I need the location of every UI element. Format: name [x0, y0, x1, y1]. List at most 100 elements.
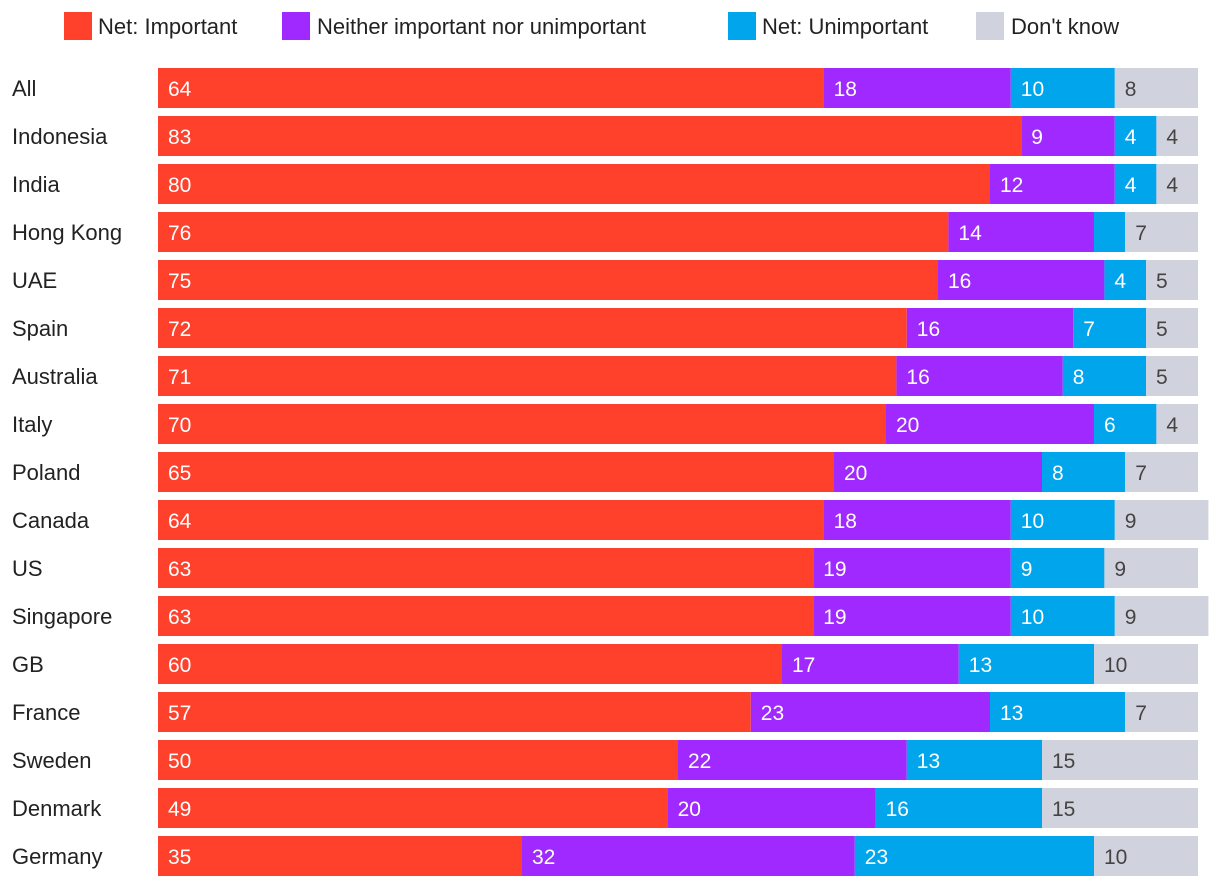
- bar-us-don-t-know: [1104, 548, 1198, 588]
- value-label-all-net-important: 64: [168, 78, 192, 101]
- value-label-germany-don-t-know: 10: [1104, 846, 1127, 869]
- value-label-gb-net-unimportant: 13: [969, 654, 992, 677]
- bar-us-net-important: [158, 548, 814, 588]
- value-label-indonesia-neither-important-nor-unimportant: 9: [1031, 126, 1043, 149]
- value-label-indonesia-net-unimportant: 4: [1125, 126, 1137, 149]
- bar-poland-neither-important-nor-unimportant: [834, 452, 1042, 492]
- bar-spain-net-important: [158, 308, 907, 348]
- value-label-us-net-unimportant: 9: [1021, 558, 1033, 581]
- value-label-france-don-t-know: 7: [1135, 702, 1147, 725]
- value-label-india-don-t-know: 4: [1166, 174, 1178, 197]
- value-label-australia-net-unimportant: 8: [1073, 366, 1085, 389]
- bar-india-neither-important-nor-unimportant: [990, 164, 1115, 204]
- value-label-singapore-neither-important-nor-unimportant: 19: [823, 606, 846, 629]
- legend-swatch-net-important: [64, 12, 92, 40]
- category-label-italy: Italy: [12, 412, 52, 437]
- value-label-all-don-t-know: 8: [1125, 78, 1137, 101]
- bar-spain-neither-important-nor-unimportant: [906, 308, 1074, 348]
- value-label-germany-net-unimportant: 23: [865, 846, 888, 869]
- category-labels: All Indonesia India Hong Kong UAE Spain Austra…: [12, 76, 122, 869]
- value-label-us-don-t-know: 9: [1114, 558, 1126, 581]
- bar-hong-kong-net-important: [158, 212, 949, 252]
- value-label-spain-net-important: 72: [168, 318, 191, 341]
- category-label-denmark: Denmark: [12, 796, 102, 821]
- bar-indonesia-net-unimportant: [1114, 116, 1157, 156]
- bar-australia-net-important: [158, 356, 897, 396]
- bar-germany-net-unimportant: [854, 836, 1094, 876]
- value-label-canada-neither-important-nor-unimportant: 18: [834, 510, 857, 533]
- bar-france-net-important: [158, 692, 751, 732]
- value-label-uae-net-important: 75: [168, 270, 191, 293]
- bar-poland-net-unimportant: [1042, 452, 1126, 492]
- category-label-hong-kong: Hong Kong: [12, 220, 122, 245]
- bar-sweden-don-t-know: [1042, 740, 1198, 780]
- category-label-us: US: [12, 556, 43, 581]
- bar-australia-net-unimportant: [1062, 356, 1146, 396]
- category-label-uae: UAE: [12, 268, 57, 293]
- bar-denmark-net-important: [158, 788, 668, 828]
- bars: 64 18 10 883 9 4 480 12 4 476 14 775 16 4 572 16 7 571 16 8…: [158, 68, 1209, 876]
- category-label-india: India: [12, 172, 60, 197]
- category-label-canada: Canada: [12, 508, 90, 533]
- legend-label-net-unimportant: Net: Unimportant: [762, 14, 928, 39]
- bar-italy-net-important: [158, 404, 886, 444]
- bar-indonesia-net-important: [158, 116, 1022, 156]
- value-label-uae-net-unimportant: 4: [1114, 270, 1126, 293]
- legend-swatch-don-t-know: [976, 12, 1004, 40]
- value-label-hong-kong-don-t-know: 7: [1135, 222, 1147, 245]
- bar-hong-kong-net-unimportant: [1094, 212, 1126, 252]
- value-label-uae-don-t-know: 5: [1156, 270, 1168, 293]
- bar-uae-don-t-know: [1146, 260, 1198, 300]
- category-label-france: France: [12, 700, 80, 725]
- value-label-denmark-neither-important-nor-unimportant: 20: [678, 798, 701, 821]
- value-label-poland-don-t-know: 7: [1135, 462, 1147, 485]
- bar-singapore-net-unimportant: [1010, 596, 1115, 636]
- value-label-germany-neither-important-nor-unimportant: 32: [532, 846, 555, 869]
- value-label-canada-don-t-know: 9: [1125, 510, 1137, 533]
- bar-sweden-net-unimportant: [906, 740, 1042, 780]
- bar-denmark-don-t-know: [1042, 788, 1198, 828]
- legend: Net: Important Neither important nor unim…: [64, 12, 1119, 40]
- value-label-spain-neither-important-nor-unimportant: 16: [917, 318, 940, 341]
- value-label-germany-net-important: 35: [168, 846, 191, 869]
- bar-singapore-net-important: [158, 596, 814, 636]
- value-label-india-net-unimportant: 4: [1125, 174, 1137, 197]
- bar-india-net-important: [158, 164, 990, 204]
- bar-hong-kong-don-t-know: [1125, 212, 1198, 252]
- category-label-all: All: [12, 76, 36, 101]
- bar-australia-neither-important-nor-unimportant: [896, 356, 1063, 396]
- value-label-indonesia-don-t-know: 4: [1166, 126, 1178, 149]
- value-label-us-net-important: 63: [168, 558, 191, 581]
- value-label-france-neither-important-nor-unimportant: 23: [761, 702, 784, 725]
- bar-germany-neither-important-nor-unimportant: [522, 836, 855, 876]
- value-label-poland-net-unimportant: 8: [1052, 462, 1064, 485]
- value-label-poland-net-important: 65: [168, 462, 191, 485]
- bar-uae-net-unimportant: [1104, 260, 1146, 300]
- category-label-singapore: Singapore: [12, 604, 112, 629]
- value-label-gb-neither-important-nor-unimportant: 17: [792, 654, 815, 677]
- bar-indonesia-neither-important-nor-unimportant: [1021, 116, 1115, 156]
- value-label-spain-don-t-know: 5: [1156, 318, 1168, 341]
- value-label-france-net-unimportant: 13: [1000, 702, 1023, 725]
- bar-gb-net-important: [158, 644, 782, 684]
- bar-denmark-net-unimportant: [875, 788, 1042, 828]
- value-label-poland-neither-important-nor-unimportant: 20: [844, 462, 867, 485]
- category-label-sweden: Sweden: [12, 748, 92, 773]
- value-label-canada-net-important: 64: [168, 510, 192, 533]
- value-label-gb-net-important: 60: [168, 654, 191, 677]
- bar-italy-neither-important-nor-unimportant: [886, 404, 1094, 444]
- bar-spain-net-unimportant: [1073, 308, 1146, 348]
- value-label-indonesia-net-important: 83: [168, 126, 191, 149]
- bar-canada-net-unimportant: [1010, 500, 1115, 540]
- bar-france-don-t-know: [1125, 692, 1198, 732]
- value-label-sweden-net-important: 50: [168, 750, 191, 773]
- bar-canada-net-important: [158, 500, 824, 540]
- bar-poland-net-important: [158, 452, 834, 492]
- value-label-italy-neither-important-nor-unimportant: 20: [896, 414, 919, 437]
- value-label-india-neither-important-nor-unimportant: 12: [1000, 174, 1023, 197]
- bar-canada-neither-important-nor-unimportant: [823, 500, 1011, 540]
- value-label-uae-neither-important-nor-unimportant: 16: [948, 270, 971, 293]
- bar-uae-net-important: [158, 260, 938, 300]
- value-label-australia-net-important: 71: [168, 366, 191, 389]
- bar-canada-don-t-know: [1114, 500, 1209, 540]
